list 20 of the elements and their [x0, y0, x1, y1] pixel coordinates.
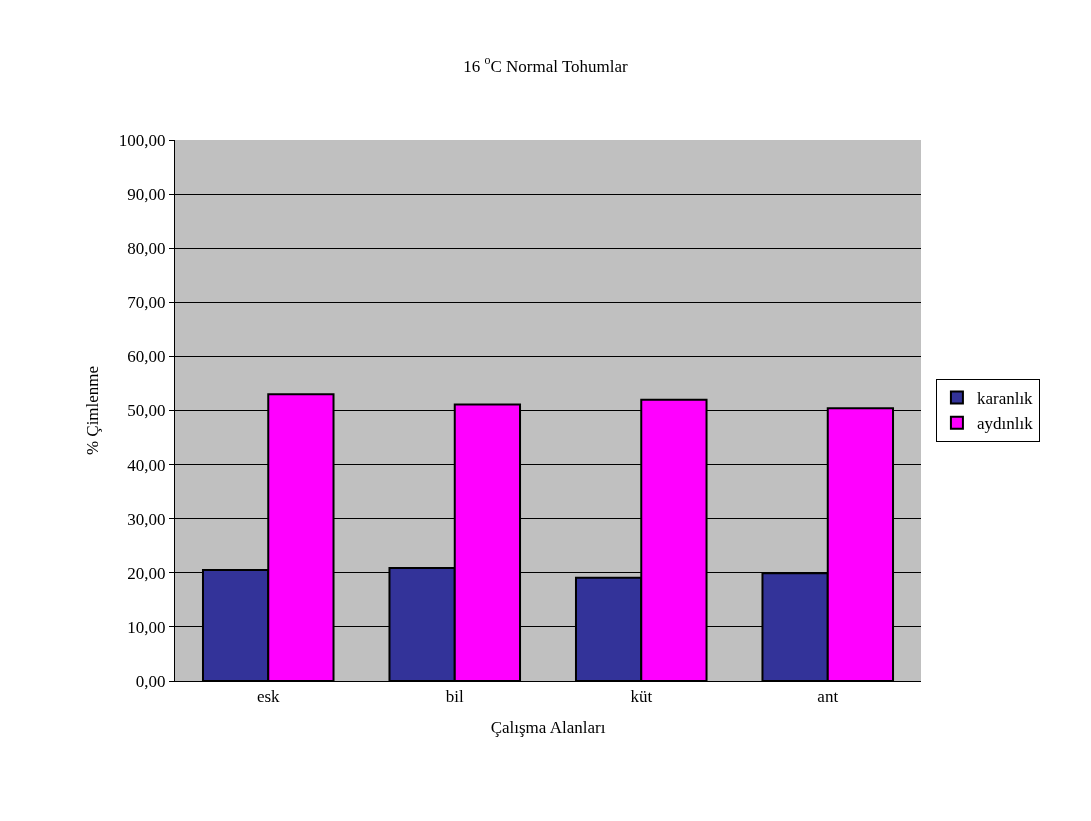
y-tick-label: 0,00: [135, 671, 166, 691]
y-tick-label: 100,00: [118, 130, 166, 150]
y-tick-label: 10,00: [127, 617, 166, 637]
x-tick-label: küt: [630, 687, 653, 707]
x-tick-label: bil: [445, 687, 464, 707]
x-tick-label: esk: [256, 687, 281, 707]
y-tick-label: 60,00: [127, 347, 166, 367]
legend-label: karanlık: [976, 389, 1034, 409]
y-axis-title: % Çimlenme: [83, 365, 103, 456]
y-tick-label: 30,00: [127, 509, 166, 529]
x-axis-title: Çalışma Alanları: [490, 717, 606, 737]
y-tick-label: 90,00: [127, 185, 166, 205]
x-tick-label: ant: [817, 687, 839, 707]
y-tick-label: 70,00: [127, 293, 166, 313]
y-tick-label: 50,00: [127, 401, 166, 421]
chart-title: 16 $^{o}$C Normal Tohumlar: [463, 53, 629, 76]
y-tick-label: 80,00: [127, 239, 166, 259]
y-tick-label: 40,00: [127, 455, 166, 475]
legend-label: aydınlık: [976, 414, 1034, 434]
y-tick-label: 20,00: [127, 563, 166, 583]
